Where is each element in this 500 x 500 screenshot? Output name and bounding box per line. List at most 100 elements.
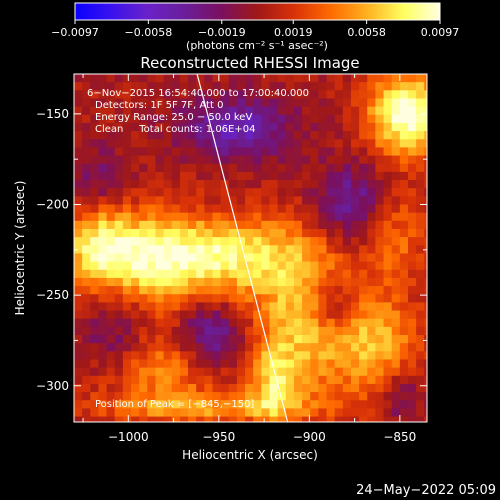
heatmap-pixel [131, 326, 140, 336]
heatmap-pixel [204, 74, 214, 83]
heatmap-pixel [261, 294, 271, 303]
heatmap-pixel [383, 155, 393, 165]
heatmap-pixel [139, 400, 148, 410]
heatmap-pixel [171, 302, 181, 312]
heatmap-pixel [269, 400, 279, 410]
heatmap-pixel [261, 302, 271, 312]
heatmap-pixel [310, 188, 319, 197]
heatmap-pixel [302, 147, 311, 157]
chart-title: Reconstructed RHESSI Image [140, 54, 359, 72]
heatmap-pixel [293, 82, 303, 91]
heatmap-pixel [310, 416, 319, 422]
heatmap-pixel [416, 335, 425, 344]
heatmap-pixel [261, 220, 271, 230]
heatmap-pixel [318, 204, 328, 214]
heatmap-pixel [212, 269, 222, 279]
heatmap-pixel [310, 269, 319, 279]
heatmap-pixel [220, 74, 230, 83]
heatmap-pixel [391, 98, 401, 108]
heatmap-pixel [114, 114, 124, 124]
heatmap-pixel [399, 245, 409, 255]
heatmap-pixel [310, 408, 319, 418]
heatmap-pixel [245, 408, 254, 418]
annotation-clean-counts: Clean Total counts: 1.06E+04 [95, 124, 255, 135]
heatmap-pixel [196, 204, 205, 214]
heatmap-pixel [383, 163, 393, 173]
heatmap-pixel [179, 163, 189, 173]
heatmap-pixel [416, 171, 425, 181]
heatmap-pixel [293, 408, 303, 418]
heatmap-pixel [416, 114, 425, 124]
heatmap-pixel [179, 82, 189, 91]
heatmap-pixel [155, 228, 165, 238]
heatmap-pixel [261, 261, 271, 271]
heatmap-pixel [114, 212, 124, 222]
heatmap-pixel [171, 367, 181, 377]
heatmap-pixel [188, 302, 197, 312]
heatmap-pixel [359, 90, 368, 100]
heatmap-pixel [147, 286, 157, 295]
heatmap-pixel [106, 237, 116, 246]
heatmap-pixel [236, 343, 246, 352]
heatmap-pixel [416, 383, 425, 393]
heatmap-pixel [399, 147, 409, 157]
heatmap-pixel [375, 204, 385, 214]
heatmap-pixel [220, 106, 230, 116]
heatmap-pixel [293, 74, 303, 83]
heatmap-pixel [261, 155, 271, 165]
colorbar [74, 2, 441, 21]
heatmap-pixel [220, 367, 230, 377]
heatmap-pixel [196, 335, 205, 344]
heatmap-pixel [90, 294, 100, 303]
heatmap-pixel [131, 375, 140, 385]
colorbar-ticks: −0.0097 −0.0058 −0.0019 0.0019 0.0058 0.0097 [51, 20, 459, 39]
heatmap-pixel [106, 212, 116, 222]
heatmap-pixel [139, 392, 148, 401]
heatmap-pixel [90, 269, 100, 279]
heatmap-pixel [131, 106, 140, 116]
heatmap-pixel [74, 335, 83, 344]
heatmap-pixel [90, 139, 100, 149]
heatmap-pixel [106, 147, 116, 157]
heatmap-pixel [236, 228, 246, 238]
heatmap-pixel [114, 416, 124, 422]
heatmap-pixel [326, 188, 336, 197]
heatmap-pixel [196, 302, 205, 312]
heatmap-pixel [245, 82, 254, 91]
heatmap-pixel [359, 302, 368, 312]
heatmap-pixel [318, 253, 328, 263]
heatmap-pixel [245, 139, 254, 149]
heatmap-pixel [236, 98, 246, 108]
heatmap-pixel [326, 302, 336, 312]
heatmap-pixel [212, 237, 222, 246]
heatmap-pixel [179, 90, 189, 100]
heatmap-pixel [277, 343, 287, 352]
heatmap-pixel [277, 90, 287, 100]
heatmap-pixel [383, 277, 393, 287]
heatmap-pixel [228, 163, 238, 173]
heatmap-pixel [228, 196, 238, 206]
heatmap-pixel [179, 228, 189, 238]
heatmap-pixel [310, 74, 319, 83]
heatmap-pixel [98, 253, 108, 263]
heatmap-pixel [139, 343, 148, 352]
heatmap-pixel [285, 98, 295, 108]
heatmap-pixel [293, 351, 303, 361]
heatmap-pixel [383, 310, 393, 320]
heatmap-pixel [375, 310, 385, 320]
heatmap-pixel [367, 204, 377, 214]
heatmap-pixel [74, 171, 83, 181]
heatmap-pixel [228, 383, 238, 393]
y-axis-ticks: −150−200−250−300 [36, 107, 427, 393]
heatmap-pixel [302, 335, 311, 344]
heatmap-pixel [407, 245, 417, 255]
heatmap-pixel [269, 228, 279, 238]
heatmap-pixel [139, 114, 148, 124]
heatmap-pixel [171, 237, 181, 246]
heatmap-pixel [131, 359, 140, 369]
heatmap-pixel [204, 359, 214, 369]
heatmap-pixel [204, 147, 214, 157]
heatmap-pixel [318, 351, 328, 361]
heatmap-pixel [228, 392, 238, 401]
heatmap-pixel [122, 82, 132, 91]
